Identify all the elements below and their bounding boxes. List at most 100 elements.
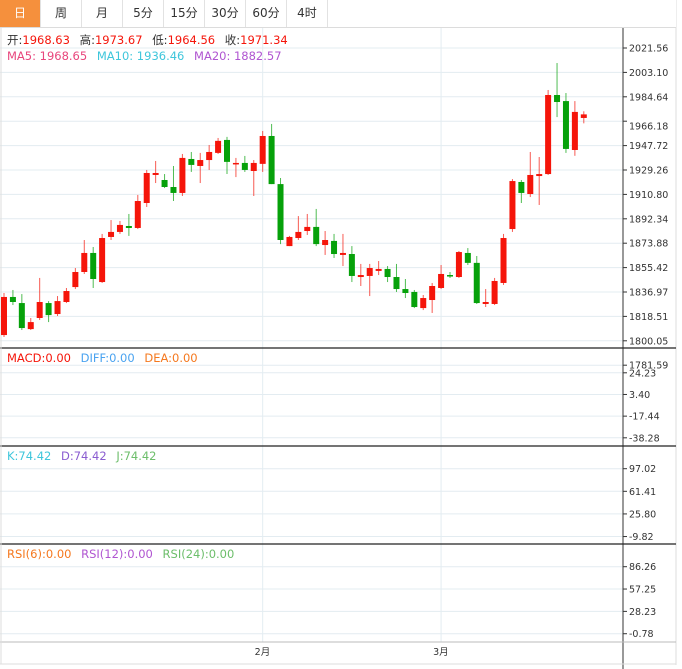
kdj-tick-label: -9.82 xyxy=(629,532,654,543)
candle-up xyxy=(339,252,346,255)
candle-up xyxy=(259,135,266,164)
candle-down xyxy=(562,101,569,149)
candle-down xyxy=(241,162,248,170)
price-tick-label: 1892.34 xyxy=(629,214,668,225)
candle-down xyxy=(277,184,284,241)
candle-down xyxy=(18,303,25,329)
price-tick-label: 1836.97 xyxy=(629,287,668,298)
price-tick-label: 1818.51 xyxy=(629,312,668,323)
candle-up xyxy=(527,174,534,195)
macd-value: MACD:0.00 xyxy=(7,351,71,365)
ma20-legend: MA20: 1882.57 xyxy=(194,49,282,63)
candle-down xyxy=(170,187,177,193)
high-label: 高: xyxy=(79,33,95,47)
candle-up xyxy=(1,296,7,336)
candle-down xyxy=(224,139,230,162)
x-axis-label: 2月 xyxy=(255,647,271,658)
candle-up xyxy=(304,226,311,232)
j-value: J:74.42 xyxy=(116,449,157,463)
tab-60min[interactable]: 60分 xyxy=(246,0,287,27)
candle-up xyxy=(366,268,373,276)
candle-up xyxy=(357,275,364,278)
candle-down xyxy=(313,226,320,245)
macd-tick-label: -17.44 xyxy=(629,412,660,423)
rsi-tick-label: 57.25 xyxy=(629,585,656,596)
candle-up xyxy=(420,298,427,309)
candle-up xyxy=(36,301,43,318)
candle-up xyxy=(63,291,70,302)
candle-up xyxy=(536,174,543,177)
rsi12-value: RSI(12):0.00 xyxy=(81,547,153,561)
candle-down xyxy=(411,291,418,308)
tab-month[interactable]: 月 xyxy=(82,0,123,27)
macd-legend: MACD:0.00 DIFF:0.00 DEA:0.00 xyxy=(7,352,204,365)
candle-up xyxy=(134,201,141,228)
tab-week[interactable]: 周 xyxy=(41,0,82,27)
kdj-tick-label: 97.02 xyxy=(629,464,656,475)
candle-up xyxy=(545,95,552,175)
candle-down xyxy=(348,254,355,276)
candle-up xyxy=(116,224,123,232)
candle-up xyxy=(81,252,88,272)
candle-up xyxy=(509,181,516,230)
candle-up xyxy=(375,268,382,271)
low-label: 低: xyxy=(152,33,168,47)
candle-up xyxy=(580,114,587,118)
price-tick-label: 1855.42 xyxy=(629,263,668,274)
tab-day[interactable]: 日 xyxy=(0,0,41,27)
candle-up xyxy=(250,162,257,172)
ma5-legend: MA5: 1968.65 xyxy=(7,49,88,63)
tab-4hour[interactable]: 4时 xyxy=(287,0,328,27)
price-tick-label: 1947.72 xyxy=(629,141,668,152)
candle-up xyxy=(500,238,507,283)
ma-legend: MA5: 1968.65 MA10: 1936.46 MA20: 1882.57 xyxy=(7,50,288,63)
candle-down xyxy=(554,95,561,103)
candle-down xyxy=(518,181,525,193)
high-value: 1973.67 xyxy=(94,33,143,47)
d-value: D:74.42 xyxy=(61,449,107,463)
dea-value: DEA:0.00 xyxy=(144,351,198,365)
candle-down xyxy=(90,252,97,279)
macd-tick-label: 24.23 xyxy=(629,368,656,379)
candle-up xyxy=(286,236,293,247)
candle-up xyxy=(99,238,106,283)
price-tick-label: 1929.26 xyxy=(629,166,668,177)
price-tick-label: 2021.56 xyxy=(629,44,668,55)
candle-down xyxy=(125,225,132,228)
tab-30min[interactable]: 30分 xyxy=(205,0,246,27)
candle-down xyxy=(402,289,409,294)
rsi-tick-label: 86.26 xyxy=(629,562,656,573)
price-tick-label: 1781.59 xyxy=(629,361,668,372)
candle-up xyxy=(152,172,159,175)
rsi-legend: RSI(6):0.00 RSI(12):0.00 RSI(24):0.00 xyxy=(7,548,240,561)
candle-up xyxy=(429,286,436,301)
ma10-legend: MA10: 1936.46 xyxy=(96,49,185,63)
candle-up xyxy=(54,301,61,315)
candle-up xyxy=(438,273,445,288)
candle-down xyxy=(447,275,453,277)
candle-up xyxy=(571,111,578,150)
candle-down xyxy=(393,277,400,290)
candle-down xyxy=(45,303,52,316)
kdj-legend: K:74.42 D:74.42 J:74.42 xyxy=(7,450,163,463)
tab-5min[interactable]: 5分 xyxy=(123,0,164,27)
candle-up xyxy=(215,140,222,153)
close-label: 收: xyxy=(224,33,241,47)
candle-up xyxy=(491,280,498,304)
price-tick-label: 2003.10 xyxy=(629,68,668,79)
candle-up xyxy=(232,162,239,165)
candle-up xyxy=(143,172,150,203)
tab-15min[interactable]: 15分 xyxy=(164,0,205,27)
candle-up xyxy=(108,231,115,237)
candle-up xyxy=(179,157,186,193)
candle-up xyxy=(72,271,79,288)
candle-down xyxy=(331,240,338,255)
rsi-tick-label: 28.23 xyxy=(629,607,656,618)
rsi-tick-label: -0.78 xyxy=(629,629,654,640)
candle-up xyxy=(322,240,329,246)
open-value: 1968.63 xyxy=(22,33,70,47)
macd-tick-label: -38.28 xyxy=(629,433,660,444)
period-tabs: 日 周 月 5分 15分 30分 60分 4时 xyxy=(0,0,676,28)
